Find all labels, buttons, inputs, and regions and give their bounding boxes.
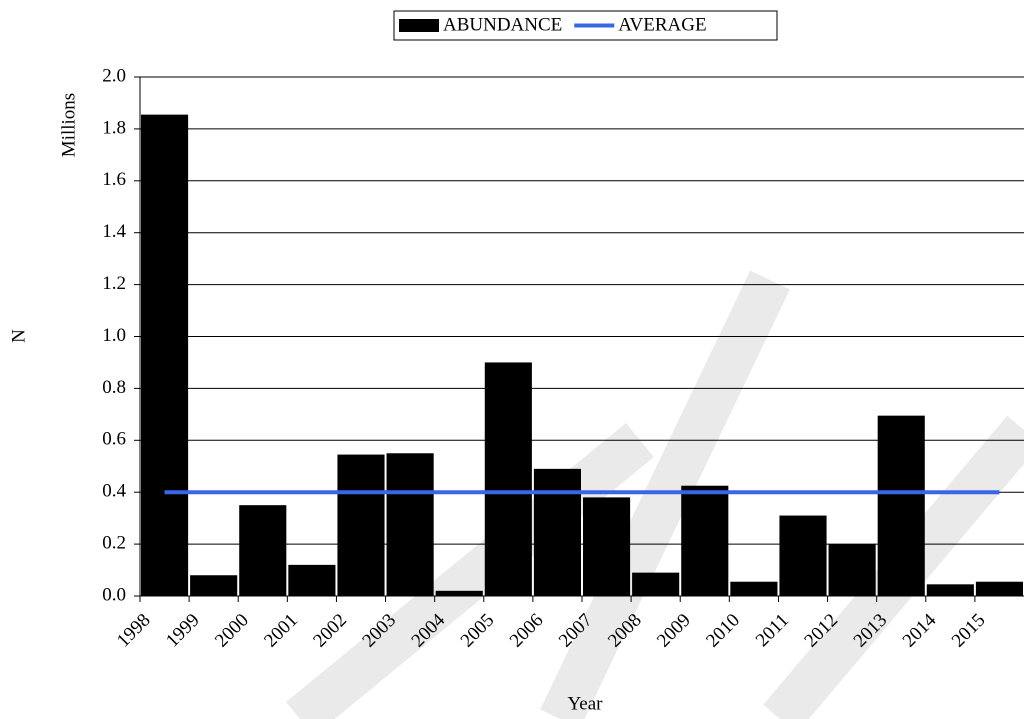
y-tick-label: 0.6: [102, 429, 126, 450]
y-tick-label: 1.2: [102, 273, 126, 294]
x-tick-label: 2000: [211, 610, 253, 652]
watermark-stroke: [540, 270, 790, 719]
bar: [730, 581, 778, 596]
x-axis-title: Year: [567, 693, 603, 714]
bar: [632, 572, 680, 596]
y-tick-label: 1.4: [102, 221, 126, 242]
legend-swatch: [399, 19, 439, 32]
y-tick-label: 1.8: [102, 117, 126, 138]
bar: [681, 485, 729, 596]
bar: [828, 544, 876, 596]
x-tick-label: 2006: [506, 610, 548, 652]
bar: [386, 453, 434, 596]
bar: [877, 415, 925, 596]
bar: [484, 362, 532, 596]
x-tick-label: 1999: [162, 610, 204, 652]
y-axis-title: N: [8, 329, 29, 343]
y-tick-label: 1.0: [102, 325, 126, 346]
bar: [779, 515, 827, 596]
bar: [141, 114, 189, 596]
x-tick-label: 2015: [948, 610, 990, 652]
bar: [926, 584, 974, 596]
bar: [190, 575, 238, 596]
bar: [337, 454, 385, 596]
watermark-stroke: [286, 422, 654, 719]
bar: [975, 581, 1023, 596]
y-tick-label: 0.8: [102, 377, 126, 398]
x-tick-label: 2010: [702, 610, 744, 652]
x-tick-label: 2001: [260, 610, 302, 652]
bar: [288, 564, 336, 596]
y-tick-label: 2.0: [102, 65, 126, 86]
y-tick-label: 0.4: [102, 481, 126, 502]
legend-label: AVERAGE: [618, 14, 706, 35]
bar: [583, 497, 631, 596]
x-tick-label: 1998: [113, 610, 155, 652]
bar: [533, 468, 581, 596]
y-tick-label: 0.0: [102, 584, 126, 605]
x-tick-label: 2005: [457, 610, 499, 652]
x-tick-label: 2009: [653, 610, 695, 652]
y-tick-label: 0.2: [102, 532, 126, 553]
bar: [435, 590, 483, 596]
bar: [239, 505, 287, 596]
x-tick-label: 2002: [309, 610, 351, 652]
x-tick-label: 2011: [752, 610, 793, 651]
legend-label: ABUNDANCE: [443, 14, 562, 35]
x-tick-label: 2014: [899, 609, 941, 651]
y-axis-unit: Millions: [58, 93, 79, 157]
y-tick-label: 1.6: [102, 169, 126, 190]
